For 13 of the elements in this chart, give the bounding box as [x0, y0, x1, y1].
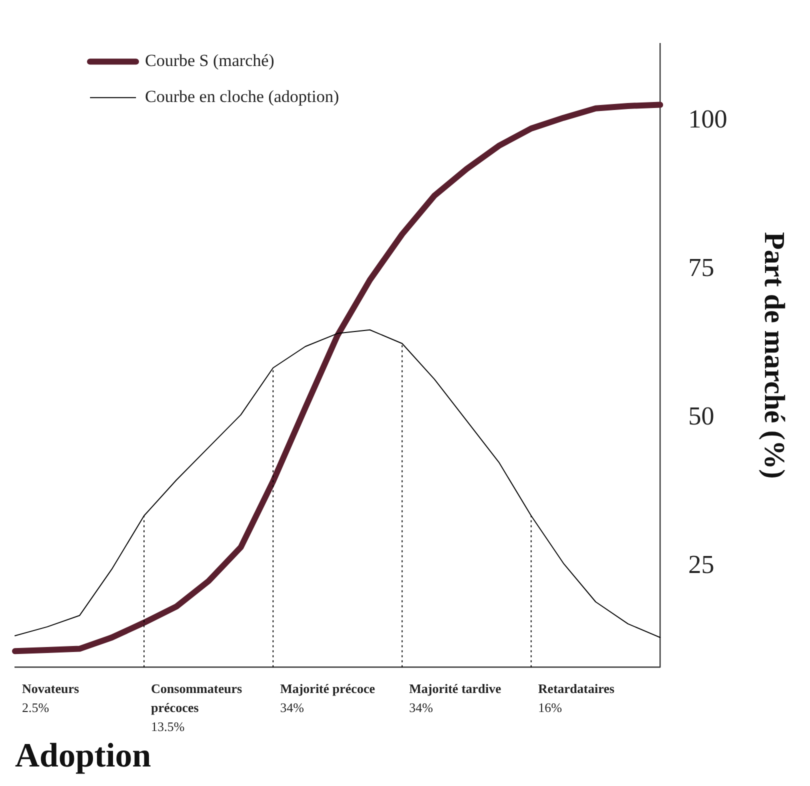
- text: Novateurs 2.5%: [22, 681, 80, 716]
- y-axis-title: Part de marché (%): [758, 232, 790, 479]
- text: Consommateurs précoces 13.5%: [151, 681, 242, 734]
- y-tick-label: 75: [688, 253, 714, 282]
- x-axis-title: Adoption: [15, 737, 152, 774]
- text: Retardataires 16%: [538, 681, 614, 716]
- text: Majorité précoce 34%: [280, 681, 376, 716]
- text: Majorité tardive 34%: [409, 681, 502, 716]
- y-tick-label: 50: [688, 402, 714, 431]
- y-tick-label: 100: [688, 104, 728, 134]
- legend-label: Courbe en cloche (adoption): [145, 87, 340, 106]
- legend-label: Courbe S (marché): [145, 51, 274, 70]
- y-tick-label: 25: [688, 550, 714, 580]
